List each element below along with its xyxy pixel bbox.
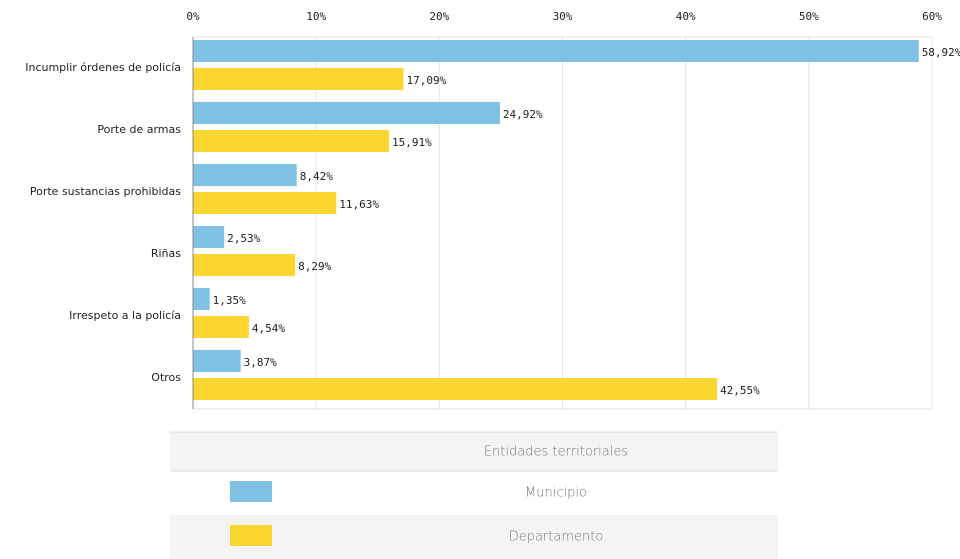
x-tick-label: 50% [799,10,819,23]
y-tick-label: Porte de armas [97,123,181,136]
value-label: 8,29% [298,260,331,273]
x-tick-label: 40% [676,10,696,23]
legend-label: Municipio [525,486,587,501]
legend-label: Departamento [509,530,604,545]
x-tick-label: 20% [429,10,449,23]
y-tick-label: Incumplir órdenes de policía [25,61,181,74]
legend-swatch [230,481,272,502]
legend-header [170,432,778,471]
y-tick-label: Irrespeto a la policía [69,309,181,322]
value-label: 42,55% [720,384,760,397]
value-label: 8,42% [300,170,333,183]
value-label: 2,53% [227,232,260,245]
bar [193,164,297,186]
bar [193,192,337,214]
x-tick-label: 30% [553,10,573,23]
x-tick-label: 10% [306,10,326,23]
bar [193,102,500,124]
bar [193,378,718,400]
legend-title: Entidades territoriales [484,445,628,460]
value-label: 24,92% [503,108,543,121]
legend-swatch [230,525,272,546]
bar [193,350,241,372]
value-label: 15,91% [392,136,432,149]
value-label: 58,92% [922,46,960,59]
x-tick-label: 0% [186,10,200,23]
y-tick-label: Otros [151,371,181,384]
value-label: 17,09% [406,74,446,87]
bar [193,40,919,62]
bar [193,130,389,152]
bar [193,226,225,248]
bar [193,288,210,310]
value-label: 11,63% [339,198,379,211]
bar [193,316,249,338]
bar [193,68,404,90]
value-label: 4,54% [252,322,285,335]
x-tick-label: 60% [922,10,942,23]
value-label: 3,87% [244,356,277,369]
value-label: 1,35% [213,294,246,307]
bar [193,254,296,276]
y-tick-label: Riñas [151,247,181,260]
y-tick-label: Porte sustancias prohibidas [30,185,181,198]
